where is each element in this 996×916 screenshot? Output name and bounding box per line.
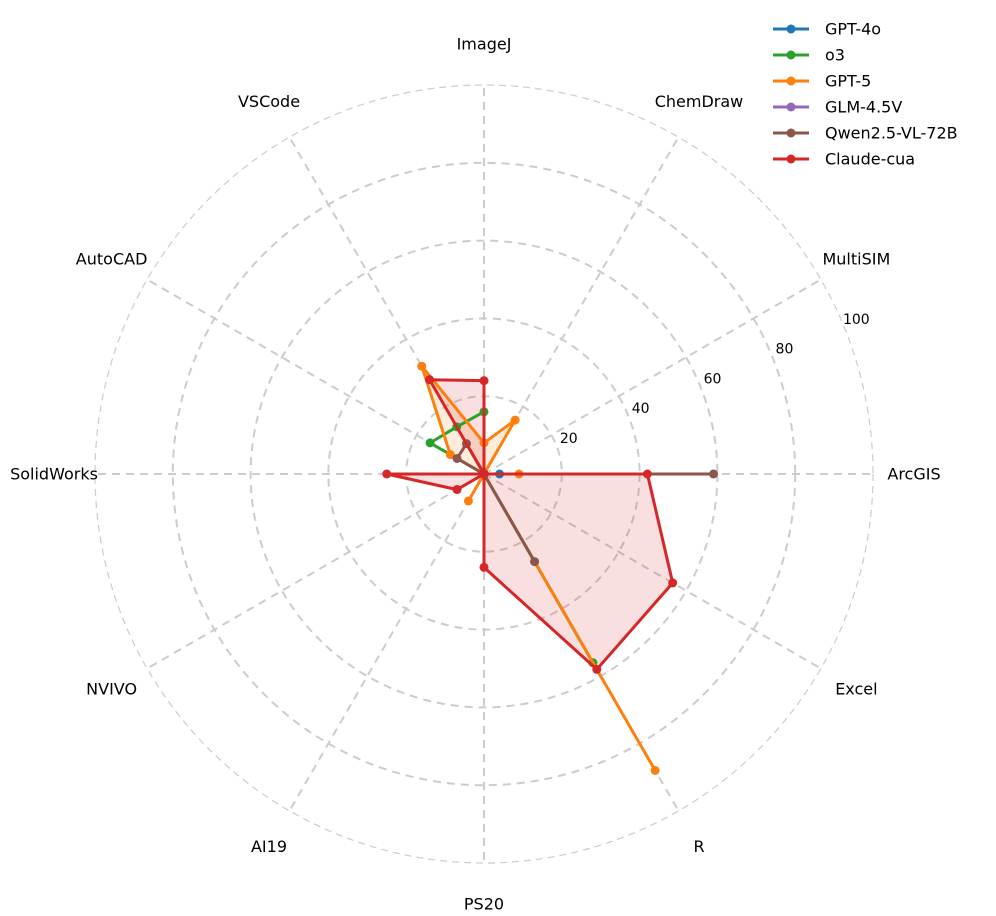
legend-marker <box>786 50 796 60</box>
point-qwen2-5-vl-72b-r <box>530 557 540 567</box>
tick-label-80: 80 <box>776 342 794 358</box>
point-claude-cua-ps20 <box>479 562 489 572</box>
point-qwen2-5-vl-72b-arcgis <box>709 469 719 479</box>
point-claude-cua-imagej <box>479 376 489 386</box>
axis-label-solidworks: SolidWorks <box>10 465 98 484</box>
radial-tick-labels: 20 40 60 80 100 <box>560 312 870 447</box>
spoke-chemdraw <box>483 136 680 475</box>
legend-item-gpt-4o: GPT-4o <box>773 20 881 39</box>
legend-item-gpt-5: GPT-5 <box>773 72 871 91</box>
tick-label-20: 20 <box>560 431 578 447</box>
axis-label-chemdraw: ChemDraw <box>655 92 744 111</box>
legend-label: GLM-4.5V <box>825 98 902 117</box>
series-fills <box>386 366 673 771</box>
axis-label-arcgis: ArcGIS <box>887 465 940 484</box>
legend-label: GPT-5 <box>825 72 871 91</box>
legend: GPT-4o o3 GPT-5 GLM-4.5V Qwen2.5-VL-72B Claud… <box>773 20 958 169</box>
point-qwen2-5-vl-72b-autocad <box>452 453 462 463</box>
spoke-excel <box>483 473 822 670</box>
spoke-ai19 <box>288 473 485 812</box>
axis-label-imagej: ImageJ <box>457 35 512 54</box>
axis-label-ps20: PS20 <box>464 895 504 914</box>
point-claude-cua-arcgis <box>642 469 652 479</box>
point-gpt-5-r <box>650 765 660 775</box>
grid-circle-100 <box>94 84 874 864</box>
point-gpt-5-autocad <box>445 450 455 460</box>
point-o3-autocad <box>425 438 435 448</box>
axis-label-excel: Excel <box>835 680 877 699</box>
point-claude-cua-excel <box>668 578 678 588</box>
legend-item-qwen2-5-vl-72b: Qwen2.5-VL-72B <box>773 124 958 143</box>
grid <box>94 84 874 864</box>
axis-label-vscode: VSCode <box>238 92 300 111</box>
series-lines <box>382 361 719 775</box>
tick-label-60: 60 <box>704 371 722 387</box>
legend-label: Qwen2.5-VL-72B <box>825 124 958 143</box>
legend-marker <box>786 154 796 164</box>
point-claude-cua-solidworks <box>382 469 392 479</box>
legend-marker <box>786 102 796 112</box>
axis-label-autocad: AutoCAD <box>76 250 148 269</box>
point-claude-cua-vscode <box>425 375 435 385</box>
legend-item-o3: o3 <box>773 46 845 65</box>
legend-label: Claude-cua <box>825 150 915 169</box>
series-line-claude-cua <box>385 378 675 671</box>
legend-marker <box>786 128 796 138</box>
axis-labels: ArcGIS MultiSIM ChemDraw ImageJ VSCode AutoCA… <box>10 35 941 914</box>
point-gpt-5-chemdraw <box>510 415 520 425</box>
point-gpt-5-ai19 <box>463 496 473 506</box>
tick-label-40: 40 <box>632 401 650 417</box>
spoke-vscode <box>288 136 485 475</box>
axis-label-nvivo: NVIVO <box>86 680 137 699</box>
point-claude-cua-nvivo <box>452 485 462 495</box>
legend-label: GPT-4o <box>825 20 881 39</box>
legend-item-claude-cua: Claude-cua <box>773 150 915 169</box>
spoke-nvivo <box>146 473 485 670</box>
axis-label-multisim: MultiSIM <box>822 250 890 269</box>
tick-label-100: 100 <box>843 312 870 328</box>
point-claude-cua-ai19 <box>479 469 489 479</box>
series-claude-cua <box>382 375 678 674</box>
spoke-multisim <box>483 278 822 475</box>
axis-label-r: R <box>693 837 704 856</box>
legend-item-glm-4-5v: GLM-4.5V <box>773 98 902 117</box>
legend-marker <box>786 76 796 86</box>
point-claude-cua-r <box>592 664 602 674</box>
spoke-autocad <box>146 278 485 475</box>
legend-label: o3 <box>825 46 845 65</box>
series-fill-claude-cua <box>386 379 673 670</box>
point-gpt-5-vscode <box>417 361 427 371</box>
axis-label-ai19: AI19 <box>251 837 287 856</box>
legend-marker <box>786 24 796 34</box>
